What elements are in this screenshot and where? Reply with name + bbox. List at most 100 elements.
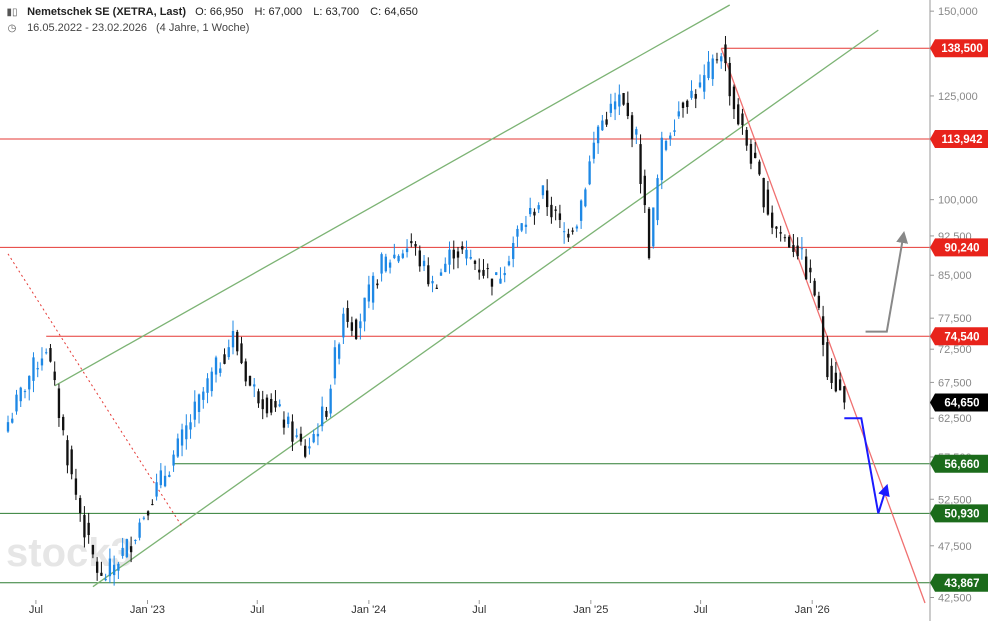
candle-body <box>346 308 349 322</box>
candle-body <box>562 231 566 233</box>
candle-body <box>758 161 761 175</box>
candle-body <box>724 44 727 64</box>
candle-body <box>168 474 171 477</box>
candle-body <box>138 522 141 538</box>
candle-body <box>405 248 409 253</box>
price-tag: 56,660 <box>930 454 988 473</box>
candle-body <box>308 446 311 449</box>
price-levels <box>0 47 930 584</box>
price-tag-label: 50,930 <box>944 508 979 520</box>
candle-body <box>787 236 791 248</box>
candle-body <box>838 379 842 391</box>
candle-body <box>66 440 69 466</box>
candle-body <box>159 470 163 486</box>
candle-body <box>393 254 396 259</box>
candle-body <box>53 371 56 381</box>
candle-body <box>6 422 10 432</box>
candle-body <box>299 433 303 442</box>
candle-body <box>422 260 426 267</box>
candle-body <box>418 250 421 267</box>
candle-body <box>163 475 167 487</box>
candle-body <box>371 275 375 303</box>
candle-body <box>210 371 213 392</box>
candle-body <box>380 254 383 274</box>
instrument-name: Nemetschek SE (XETRA, Last) <box>27 6 186 18</box>
candle-body <box>91 545 95 555</box>
x-tick-label: Jul <box>694 604 708 616</box>
candle-body <box>219 368 222 373</box>
candle-body <box>180 429 184 446</box>
candle-body <box>516 228 519 237</box>
candle-body <box>197 394 201 413</box>
price-tag: 138,500 <box>930 39 988 58</box>
price-tag-bg <box>930 129 988 148</box>
candlesticks <box>6 35 846 586</box>
candle-body <box>690 90 693 98</box>
y-tick-label: 150,000 <box>938 6 978 18</box>
projection-up-arrow <box>865 231 909 333</box>
candle-body <box>278 404 281 407</box>
candle-body <box>741 113 744 126</box>
x-tick-label: Jan '24 <box>351 604 386 616</box>
y-tick-label: 52,500 <box>938 494 972 506</box>
candle-body <box>660 137 663 181</box>
chart-subheader: ◷ 16.05.2022 - 23.02.2026 (4 Jahre, 1 Wo… <box>6 22 255 34</box>
candle-body <box>639 144 642 184</box>
y-tick-label: 67,500 <box>938 377 972 389</box>
candle-body <box>57 388 61 418</box>
candle-body <box>227 347 230 358</box>
date-range: 16.05.2022 - 23.02.2026 <box>27 22 147 34</box>
candle-body <box>439 272 443 276</box>
candle-body <box>686 100 689 108</box>
candle-body <box>193 401 196 420</box>
candles-icon[interactable]: ▮▯ <box>6 7 18 18</box>
candle-body <box>312 433 315 443</box>
candle-body <box>529 207 532 215</box>
candle-body <box>151 504 154 506</box>
candle-body <box>732 86 736 110</box>
candle-body <box>244 361 247 382</box>
candle-body <box>507 261 511 266</box>
x-tick-label: Jan '23 <box>130 604 165 616</box>
candle-body <box>28 375 31 390</box>
candle-body <box>541 185 545 196</box>
candle-body <box>320 406 324 427</box>
channel-line <box>54 4 731 387</box>
candle-body <box>469 257 472 259</box>
clock-icon[interactable]: ◷ <box>7 23 17 34</box>
candle-body <box>703 75 706 92</box>
candle-body <box>134 539 137 542</box>
candle-body <box>363 297 366 322</box>
price-tag-label: 74,540 <box>944 331 979 343</box>
x-axis: Jul Jan '23 Jul Jan '24 Jul Jan '25 Jul Jan '26 <box>29 600 830 616</box>
candle-body <box>265 397 269 414</box>
candle-body <box>503 273 506 276</box>
candle-body <box>185 425 188 440</box>
y-tick-label: 125,000 <box>938 91 978 103</box>
candle-body <box>236 331 239 352</box>
candle-body <box>384 256 388 272</box>
projection-down-arrow <box>844 417 890 514</box>
candle-body <box>329 388 332 414</box>
candle-body <box>596 126 600 144</box>
candle-body <box>567 233 570 238</box>
price-tag: 74,540 <box>930 327 988 346</box>
price-tag-bg <box>930 504 988 523</box>
price-tag: 90,240 <box>930 238 988 257</box>
candle-body <box>673 130 676 132</box>
candle-body <box>826 342 829 378</box>
candle-body <box>295 435 298 437</box>
x-tick-label: Jul <box>29 604 43 616</box>
candle-body <box>575 226 579 229</box>
price-tag-bg <box>930 454 988 473</box>
candle-body <box>282 419 286 428</box>
y-tick-label: 42,500 <box>938 592 972 604</box>
candle-body <box>435 287 438 289</box>
candle-body <box>592 142 596 159</box>
candle-body <box>214 357 218 375</box>
candle-body <box>287 416 290 425</box>
candle-body <box>304 445 307 457</box>
price-tag-bg <box>930 39 988 58</box>
candle-body <box>291 421 294 442</box>
